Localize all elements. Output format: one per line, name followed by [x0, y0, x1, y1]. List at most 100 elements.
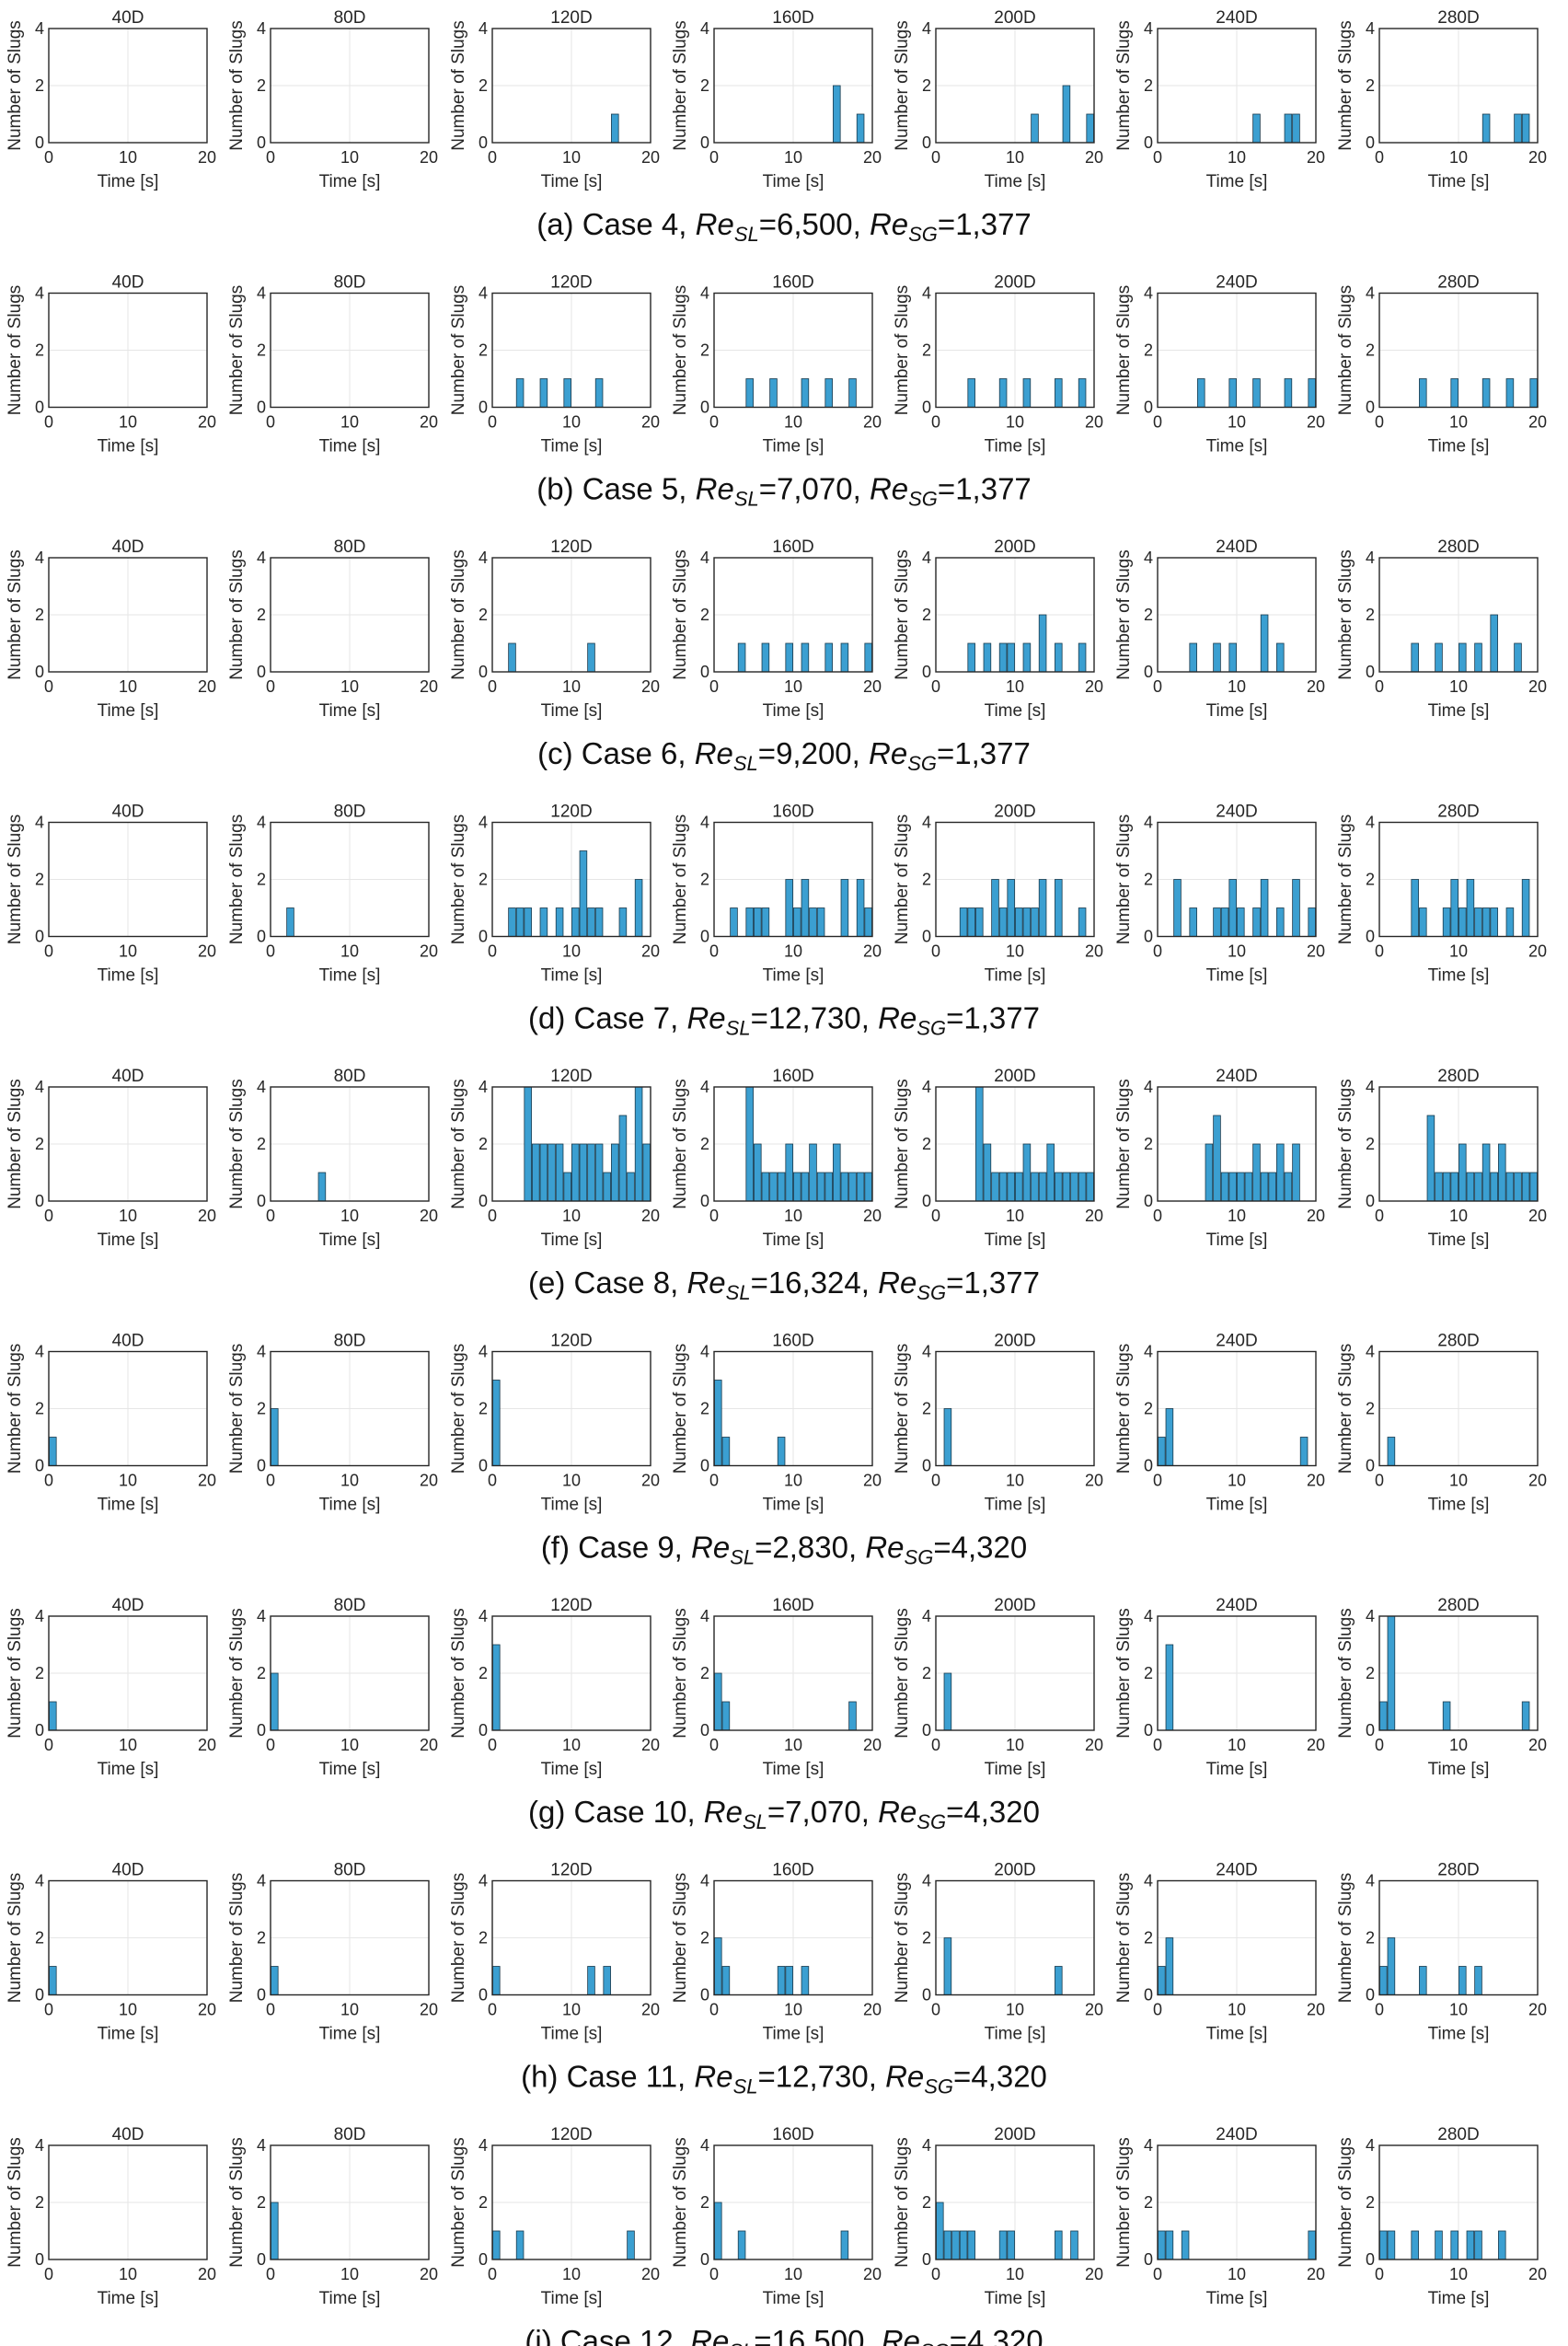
x-tick-label: 0	[488, 1736, 497, 1754]
y-tick-label: 0	[700, 1457, 709, 1475]
x-tick-label: 10	[784, 2265, 802, 2283]
bar	[1458, 642, 1467, 673]
bar	[627, 1172, 635, 1202]
axes-frame	[48, 821, 208, 938]
panel-title: 280D	[1437, 1861, 1479, 1880]
axes-frame	[270, 1615, 430, 1731]
bar	[785, 1966, 793, 1995]
bar	[1055, 378, 1063, 408]
x-tick-label: 20	[863, 2265, 882, 2283]
y-tick-label: 2	[1144, 871, 1153, 889]
panel: 80D 0 10 20 0 2 4 Time [s] Number of Slugs	[227, 1332, 438, 1515]
x-tick-label: 0	[931, 413, 940, 432]
bar	[801, 1172, 810, 1202]
x-axis-label: Time [s]	[985, 966, 1046, 986]
x-tick-label: 0	[931, 1472, 940, 1490]
x-axis-label: Time [s]	[319, 437, 381, 456]
x-tick-label: 10	[1449, 1472, 1468, 1490]
y-axis-label: Number of Slugs	[6, 1608, 25, 1739]
axes-frame	[491, 1615, 651, 1731]
bar	[524, 907, 532, 937]
x-tick-label: 10	[1449, 2265, 1468, 2283]
bar	[1514, 642, 1522, 673]
y-tick-label: 2	[700, 76, 709, 95]
bar	[1521, 1701, 1530, 1731]
bar	[1197, 378, 1205, 408]
bar	[1419, 907, 1427, 937]
axes-frame	[1157, 1879, 1317, 1996]
x-axis-label: Time [s]	[1206, 1760, 1268, 1779]
x-tick-label: 10	[1449, 148, 1468, 167]
y-tick-label: 2	[1144, 76, 1153, 95]
y-axis-label: Number of Slugs	[1114, 815, 1134, 945]
x-tick-label: 20	[1307, 677, 1325, 696]
x-tick-label: 0	[931, 677, 940, 696]
bar	[1450, 879, 1458, 937]
x-axis-label: Time [s]	[1428, 701, 1490, 721]
bar	[967, 378, 975, 408]
panel-title: 160D	[772, 803, 813, 822]
bar	[769, 1172, 778, 1202]
x-tick-label: 10	[562, 677, 581, 696]
bar	[1213, 907, 1221, 937]
bar	[603, 1172, 611, 1202]
x-tick-label: 0	[1375, 413, 1384, 432]
bar	[532, 1143, 540, 1202]
y-tick-label: 2	[35, 1400, 44, 1418]
y-tick-label: 2	[257, 1135, 266, 1153]
axes-frame	[270, 292, 430, 409]
x-tick-label: 10	[784, 413, 802, 432]
bar	[1055, 642, 1063, 673]
panel-title: 200D	[994, 1067, 1035, 1086]
x-tick-label: 10	[119, 942, 137, 961]
y-axis-label: Number of Slugs	[449, 815, 468, 945]
x-tick-label: 0	[44, 1207, 53, 1225]
axes-frame	[48, 557, 208, 673]
y-tick-label: 0	[922, 1192, 931, 1210]
bar	[594, 378, 604, 408]
y-tick-label: 4	[1144, 2136, 1153, 2155]
y-tick-label: 0	[35, 2250, 44, 2269]
x-axis-label: Time [s]	[98, 1760, 159, 1779]
x-tick-label: 0	[709, 1472, 719, 1490]
y-axis-label: Number of Slugs	[6, 1344, 25, 1474]
bar	[286, 907, 294, 937]
bar	[761, 907, 770, 937]
bar	[785, 642, 793, 673]
bar	[816, 1172, 825, 1202]
x-tick-label: 20	[1085, 1736, 1103, 1754]
y-tick-label: 4	[700, 814, 709, 832]
panel-title: 200D	[994, 1332, 1035, 1351]
x-tick-label: 20	[1307, 2265, 1325, 2283]
y-tick-label: 0	[478, 663, 488, 681]
x-tick-label: 10	[340, 677, 359, 696]
y-tick-label: 4	[257, 1343, 266, 1361]
x-tick-label: 10	[340, 2001, 359, 2019]
x-tick-label: 20	[198, 2265, 216, 2283]
y-axis-label: Number of Slugs	[449, 20, 468, 151]
y-axis-label: Number of Slugs	[227, 2137, 247, 2268]
x-tick-label: 10	[1006, 1472, 1024, 1490]
y-axis-label: Number of Slugs	[6, 549, 25, 680]
bar	[840, 642, 849, 673]
bar	[1165, 2230, 1174, 2260]
x-axis-label: Time [s]	[1206, 2289, 1268, 2308]
bar	[737, 642, 746, 673]
bar	[1411, 879, 1419, 937]
bar	[1276, 907, 1285, 937]
bar	[1022, 907, 1032, 937]
x-axis-label: Time [s]	[1206, 172, 1268, 191]
axes-frame	[713, 1350, 873, 1467]
bar	[991, 1172, 999, 1202]
panel-title: 160D	[772, 273, 813, 293]
bar	[492, 2230, 501, 2260]
y-tick-label: 4	[1366, 1607, 1375, 1625]
bar	[848, 1172, 857, 1202]
bar	[1482, 1143, 1491, 1202]
bar	[492, 1644, 501, 1731]
bar	[1007, 642, 1015, 673]
x-tick-label: 0	[1375, 148, 1384, 167]
panel: 200D 0 10 20 0 2 4 Time [s] Number of Slugs	[893, 1861, 1103, 2044]
bar	[271, 1966, 279, 1995]
bar	[1086, 113, 1094, 144]
